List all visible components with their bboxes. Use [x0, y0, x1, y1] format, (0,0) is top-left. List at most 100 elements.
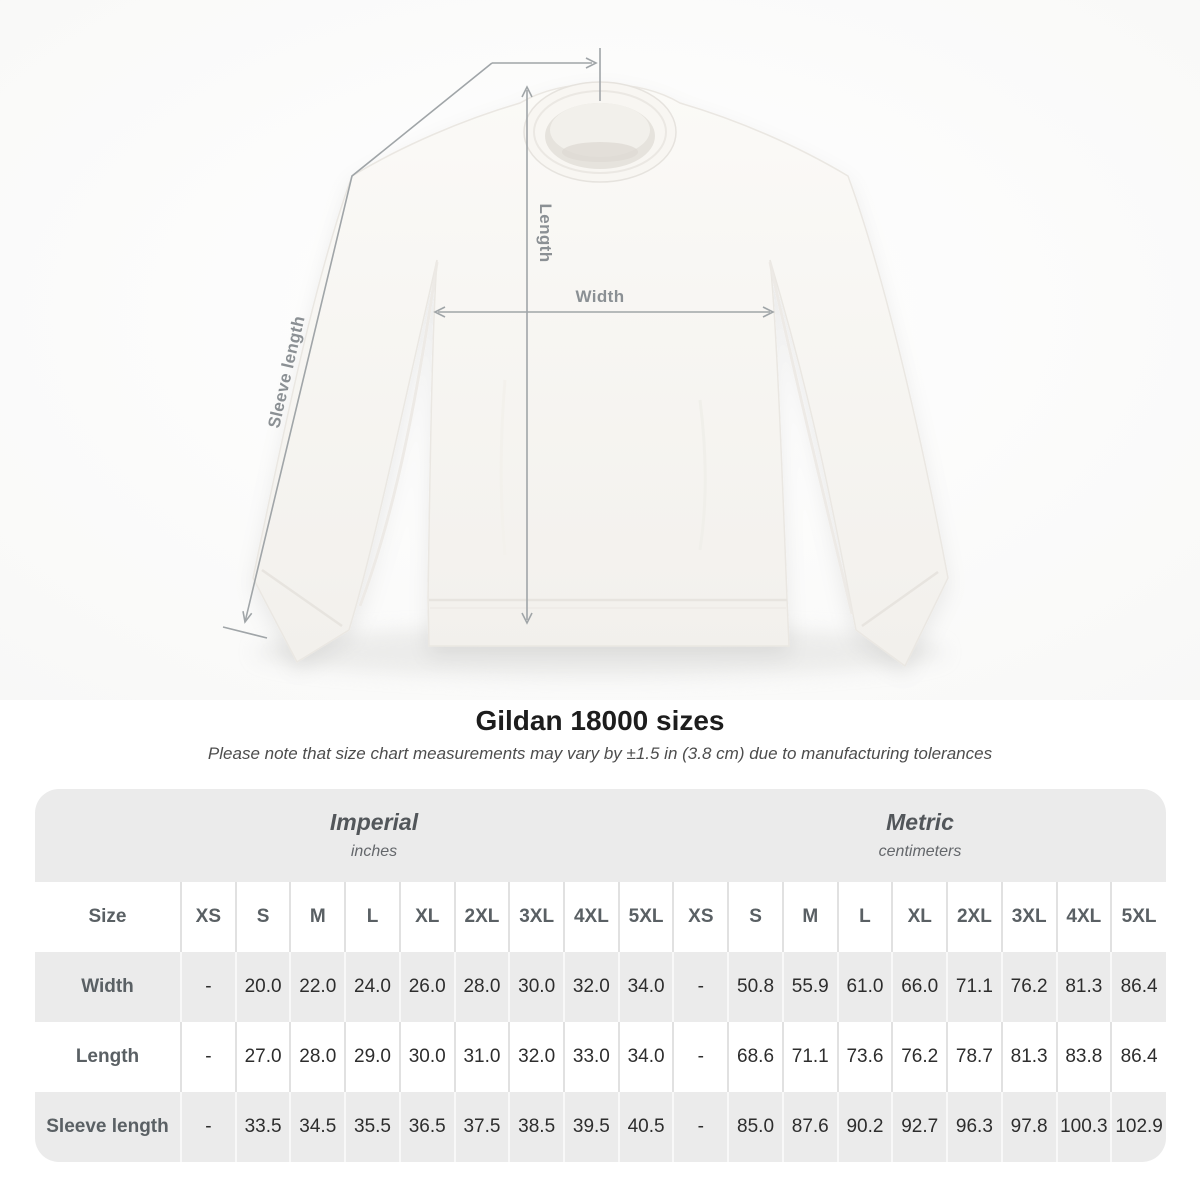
measurement-value-cell: 22.0 [289, 952, 346, 1022]
size-column-header: 2XL [453, 882, 510, 952]
sweatshirt-garment [252, 81, 949, 668]
size-column-header: S [727, 882, 783, 952]
size-column-header: 5XL [617, 882, 674, 952]
measurement-value-cell: 76.2 [1000, 952, 1057, 1022]
size-header-row: Size XS S M L XL 2XL 3XL 4XL 5XL XS S M L XL 2XL 3XL 4XL… [35, 882, 1166, 952]
arrowhead-right2-icon [762, 306, 775, 318]
size-column-header: XL [891, 882, 948, 952]
page-title: Gildan 18000 sizes [475, 705, 725, 736]
measurement-value-cell: 34.0 [617, 952, 674, 1022]
measurement-value-cell: 20.0 [234, 952, 291, 1022]
measurement-row-label: Width [81, 976, 134, 997]
measurement-value-cell: 40.5 [617, 1092, 674, 1162]
sleeve-length-line [244, 62, 493, 623]
measurement-row: Width -20.0 22.0 24.0 26.0 28.0 30.0 32.0 34.0-5… [35, 952, 1166, 1022]
measurement-value-cell: 85.0 [727, 1092, 783, 1162]
imperial-group-label: Imperial [329, 808, 419, 835]
size-column-header: L [836, 882, 893, 952]
size-column-header: L [344, 882, 400, 952]
measurement-value-cell: 97.8 [1000, 1092, 1057, 1162]
measurement-value-cell: 102.9 [1110, 1092, 1166, 1162]
measurement-value-cell: 100.3 [1055, 1092, 1112, 1162]
measurement-value-cell: 29.0 [344, 1022, 400, 1092]
size-chart-card: Imperial inches Metric centimeters Size … [35, 789, 1166, 1162]
imperial-group-header: Imperial inches [330, 808, 418, 860]
measurement-value-cell: - [180, 1092, 236, 1162]
measurement-value-cell: - [672, 1022, 729, 1092]
sleeve-end-tick [222, 626, 268, 639]
measurement-value-cell: 33.0 [563, 1022, 619, 1092]
metric-group-label: Metric [886, 808, 954, 835]
measurement-value-cell: 66.0 [891, 952, 948, 1022]
measurement-value-cell: - [180, 952, 236, 1022]
metric-group-unit: centimeters [878, 842, 962, 860]
measurement-value-cell: 87.6 [781, 1092, 838, 1162]
measurement-value-cell: 28.0 [289, 1022, 346, 1092]
measurement-value-cell: 55.9 [781, 952, 838, 1022]
measurement-row: Length -27.0 28.0 29.0 30.0 31.0 32.0 33.0 34.0-… [35, 1022, 1166, 1092]
unit-group-band: Imperial inches Metric centimeters [35, 789, 1166, 882]
tolerance-note: Please note that size chart measurements… [207, 744, 993, 763]
dimension-lines [222, 48, 775, 639]
width-dimension-label: Width [575, 287, 625, 306]
size-column-header: 2XL [946, 882, 1002, 952]
measurement-value-cell: 96.3 [946, 1092, 1002, 1162]
measurement-value-cell: 86.4 [1110, 1022, 1166, 1092]
measurement-row-label: Length [75, 1046, 140, 1067]
sweatshirt-image [0, 0, 1200, 700]
measurement-value-cell: 90.2 [836, 1092, 893, 1162]
size-corner-header: Size [88, 906, 127, 927]
measurement-value-cell: 38.5 [508, 1092, 565, 1162]
length-dimension-label: Length [536, 203, 555, 263]
measurement-value-cell: 81.3 [1055, 952, 1112, 1022]
measurement-value-cell: 86.4 [1110, 952, 1166, 1022]
measurement-value-cell: 24.0 [344, 952, 400, 1022]
size-column-header: 5XL [1110, 882, 1166, 952]
imperial-group-unit: inches [350, 842, 398, 860]
arrowhead-down-icon [521, 612, 533, 625]
measurement-value-cell: 26.0 [398, 952, 455, 1022]
size-chart-table: Size XS S M L XL 2XL 3XL 4XL 5XL XS S M L XL 2XL 3XL 4XL… [35, 882, 1166, 1162]
measurement-value-cell: 32.0 [508, 1022, 565, 1092]
size-chart-body: Width -20.0 22.0 24.0 26.0 28.0 30.0 32.0 34.0-5… [35, 952, 1166, 1162]
measurement-value-cell: 27.0 [234, 1022, 291, 1092]
size-column-header: XS [672, 882, 729, 952]
arrowhead-sleeve-icon [242, 611, 253, 624]
measurement-value-cell: 61.0 [836, 952, 893, 1022]
measurement-value-cell: 73.6 [836, 1022, 893, 1092]
measurement-value-cell: 32.0 [563, 952, 619, 1022]
measurement-value-cell: - [672, 1092, 729, 1162]
measurement-value-cell: 37.5 [453, 1092, 510, 1162]
measurement-value-cell: - [180, 1022, 236, 1092]
size-column-header: S [234, 882, 291, 952]
size-column-header: 4XL [563, 882, 619, 952]
measurement-value-cell: 30.0 [398, 1022, 455, 1092]
size-column-header: XL [398, 882, 455, 952]
measurement-value-cell: 76.2 [891, 1022, 948, 1092]
size-column-header: 3XL [1000, 882, 1057, 952]
metric-group-header: Metric centimeters [879, 808, 962, 860]
measurement-row: Sleeve length -33.5 34.5 35.5 36.5 37.5 38.5 39… [35, 1092, 1166, 1162]
measurement-value-cell: 81.3 [1000, 1022, 1057, 1092]
measurement-value-cell: 28.0 [453, 952, 510, 1022]
measurement-value-cell: 50.8 [727, 952, 783, 1022]
sweatshirt-measurement-diagram: Length Width Sleeve length [0, 0, 1200, 700]
measurement-value-cell: 71.1 [781, 1022, 838, 1092]
measurement-value-cell: 34.0 [617, 1022, 674, 1092]
measurement-value-cell: 33.5 [234, 1092, 291, 1162]
size-column-header: 4XL [1055, 882, 1112, 952]
measurement-value-cell: 71.1 [946, 952, 1002, 1022]
arrowhead-right-icon [585, 57, 598, 69]
size-column-header: M [289, 882, 346, 952]
size-column-header: 3XL [508, 882, 565, 952]
measurement-value-cell: - [672, 952, 729, 1022]
measurement-value-cell: 31.0 [453, 1022, 510, 1092]
measurement-value-cell: 30.0 [508, 952, 565, 1022]
arrowhead-up-icon [521, 85, 533, 98]
measurement-row-label: Sleeve length [46, 1116, 169, 1137]
measurement-value-cell: 78.7 [946, 1022, 1002, 1092]
measurement-value-cell: 92.7 [891, 1092, 948, 1162]
measurement-value-cell: 39.5 [563, 1092, 619, 1162]
measurement-value-cell: 35.5 [344, 1092, 400, 1162]
